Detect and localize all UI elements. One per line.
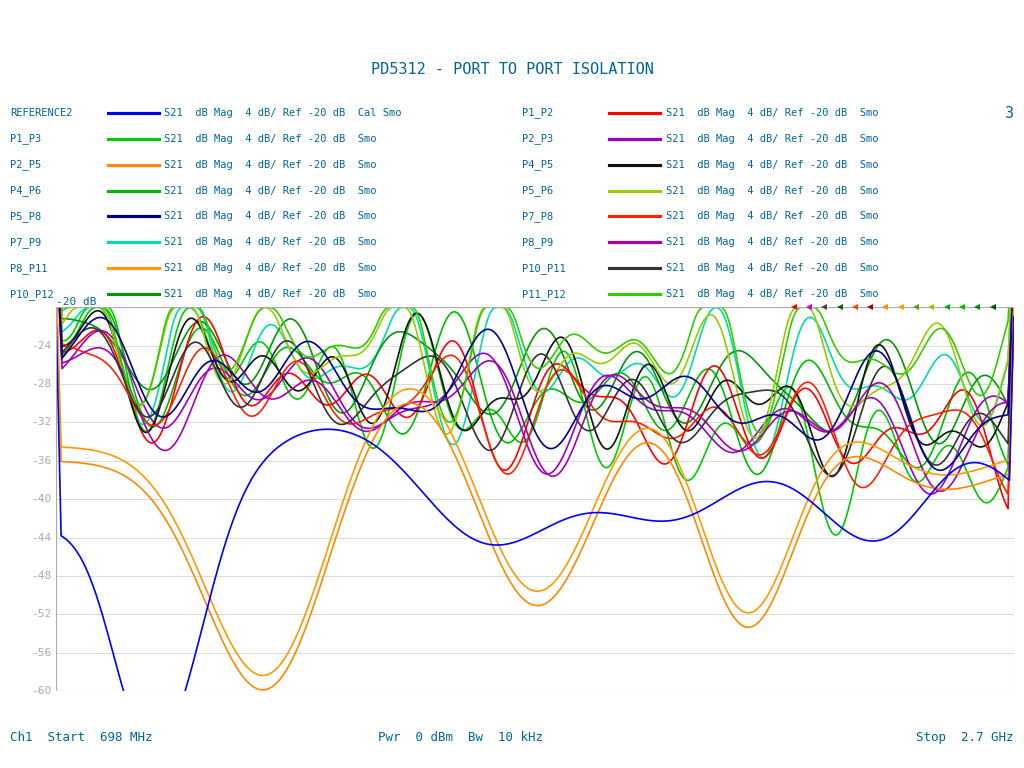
Text: P1_P2: P1_P2 — [522, 108, 554, 118]
Text: -24: -24 — [32, 340, 51, 351]
Text: P8_P11: P8_P11 — [10, 263, 48, 273]
Text: P8_P9: P8_P9 — [522, 237, 554, 248]
Text: -28: -28 — [32, 379, 51, 389]
Text: S21  dB Mag  4 dB/ Ref -20 dB  Cal Smo: S21 dB Mag 4 dB/ Ref -20 dB Cal Smo — [164, 108, 401, 118]
Text: -60: -60 — [32, 686, 51, 697]
Text: REFERENCE2: REFERENCE2 — [10, 108, 73, 118]
Text: P5_P6: P5_P6 — [522, 185, 554, 196]
Text: S21  dB Mag  4 dB/ Ref -20 dB  Smo: S21 dB Mag 4 dB/ Ref -20 dB Smo — [666, 186, 879, 196]
Text: P11_P12: P11_P12 — [522, 289, 566, 300]
Text: Ch1  Start  698 MHz: Ch1 Start 698 MHz — [10, 731, 153, 743]
Text: -40: -40 — [32, 494, 51, 505]
Text: -36: -36 — [32, 455, 51, 466]
Text: P1_P3: P1_P3 — [10, 134, 42, 144]
Text: P7_P8: P7_P8 — [522, 211, 554, 222]
Text: S21  dB Mag  4 dB/ Ref -20 dB  Smo: S21 dB Mag 4 dB/ Ref -20 dB Smo — [164, 160, 377, 170]
Text: P7_P9: P7_P9 — [10, 237, 42, 248]
Text: Stop  2.7 GHz: Stop 2.7 GHz — [916, 731, 1014, 743]
Text: P2_P5: P2_P5 — [10, 159, 42, 170]
Text: P10_P11: P10_P11 — [522, 263, 566, 273]
Text: S21  dB Mag  4 dB/ Ref -20 dB  Smo: S21 dB Mag 4 dB/ Ref -20 dB Smo — [666, 263, 879, 273]
Text: S21  dB Mag  4 dB/ Ref -20 dB  Smo: S21 dB Mag 4 dB/ Ref -20 dB Smo — [164, 134, 377, 144]
Text: S21  dB Mag  4 dB/ Ref -20 dB  Smo: S21 dB Mag 4 dB/ Ref -20 dB Smo — [666, 108, 879, 118]
Text: -48: -48 — [32, 571, 51, 581]
Text: -52: -52 — [32, 609, 51, 620]
Text: P5_P8: P5_P8 — [10, 211, 42, 222]
Text: S21  dB Mag  4 dB/ Ref -20 dB  Smo: S21 dB Mag 4 dB/ Ref -20 dB Smo — [164, 237, 377, 247]
Text: S21  dB Mag  4 dB/ Ref -20 dB  Smo: S21 dB Mag 4 dB/ Ref -20 dB Smo — [164, 263, 377, 273]
Text: P10_P12: P10_P12 — [10, 289, 54, 300]
Text: S21  dB Mag  4 dB/ Ref -20 dB  Smo: S21 dB Mag 4 dB/ Ref -20 dB Smo — [164, 290, 377, 300]
Text: -44: -44 — [32, 532, 51, 543]
Text: S21  dB Mag  4 dB/ Ref -20 dB  Smo: S21 dB Mag 4 dB/ Ref -20 dB Smo — [164, 186, 377, 196]
Text: P2_P3: P2_P3 — [522, 134, 554, 144]
Text: -56: -56 — [32, 647, 51, 658]
Text: S21  dB Mag  4 dB/ Ref -20 dB  Smo: S21 dB Mag 4 dB/ Ref -20 dB Smo — [666, 211, 879, 221]
Text: PD5312 - PORT TO PORT ISOLATION: PD5312 - PORT TO PORT ISOLATION — [371, 61, 653, 77]
Text: -32: -32 — [32, 417, 51, 428]
Text: S21  dB Mag  4 dB/ Ref -20 dB  Smo: S21 dB Mag 4 dB/ Ref -20 dB Smo — [666, 160, 879, 170]
Text: P4_P6: P4_P6 — [10, 185, 42, 196]
Text: P4_P5: P4_P5 — [522, 159, 554, 170]
Text: 3: 3 — [1005, 106, 1014, 121]
Text: Pwr  0 dBm  Bw  10 kHz: Pwr 0 dBm Bw 10 kHz — [378, 731, 544, 743]
Text: S21  dB Mag  4 dB/ Ref -20 dB  Smo: S21 dB Mag 4 dB/ Ref -20 dB Smo — [666, 134, 879, 144]
Text: S21  dB Mag  4 dB/ Ref -20 dB  Smo: S21 dB Mag 4 dB/ Ref -20 dB Smo — [666, 290, 879, 300]
Text: S21  dB Mag  4 dB/ Ref -20 dB  Smo: S21 dB Mag 4 dB/ Ref -20 dB Smo — [164, 211, 377, 221]
Text: -20 dB: -20 dB — [56, 297, 97, 307]
Text: S21  dB Mag  4 dB/ Ref -20 dB  Smo: S21 dB Mag 4 dB/ Ref -20 dB Smo — [666, 237, 879, 247]
